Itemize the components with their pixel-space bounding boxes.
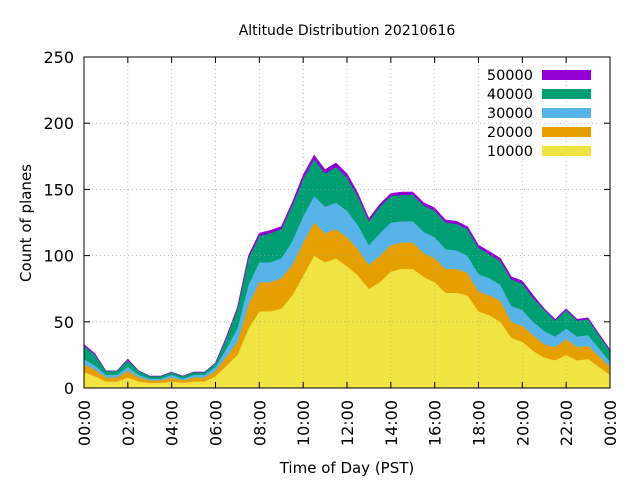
legend: 50000 40000 30000 20000 10000 [487,68,591,160]
x-tick-label: 16:00 [426,400,445,446]
legend-label: 50000 [487,68,533,84]
legend-label: 10000 [487,144,533,160]
x-tick-label: 10:00 [294,400,313,446]
y-tick-label: 100 [43,247,74,266]
legend-swatch [542,108,591,118]
x-tick-label: 20:00 [513,400,532,446]
legend-label: 40000 [487,87,533,103]
y-tick-label: 0 [64,379,74,398]
legend-label: 30000 [487,106,533,122]
x-axis-label: Time of Day (PST) [279,459,415,477]
y-tick-label: 200 [43,114,74,133]
x-tick-label: 06:00 [207,400,226,446]
x-tick-label: 22:00 [557,400,576,446]
plot-frame [83,56,611,389]
chart-title: Altitude Distribution 20210616 [239,23,456,39]
x-tick-label: 00:00 [601,400,620,446]
legend-swatch [542,70,591,80]
x-tick-label: 00:00 [75,400,94,446]
x-tick-label: 18:00 [470,400,489,446]
x-tick-label: 08:00 [250,400,269,446]
x-tick-label: 02:00 [119,400,138,446]
legend-swatch [542,146,591,156]
axis-ticks: 0 50 100 150 200 250 00:00 02:00 04:00 06:00 08:00… [43,48,620,446]
y-axis-label: Count of planes [17,164,35,282]
x-tick-label: 12:00 [338,400,357,446]
legend-label: 20000 [487,125,533,141]
legend-swatch [542,89,591,99]
y-tick-label: 50 [54,313,74,332]
x-tick-label: 04:00 [163,400,182,446]
y-tick-label: 150 [43,180,74,199]
x-tick-label: 14:00 [382,400,401,446]
y-tick-label: 250 [43,48,74,67]
legend-swatch [542,127,591,137]
